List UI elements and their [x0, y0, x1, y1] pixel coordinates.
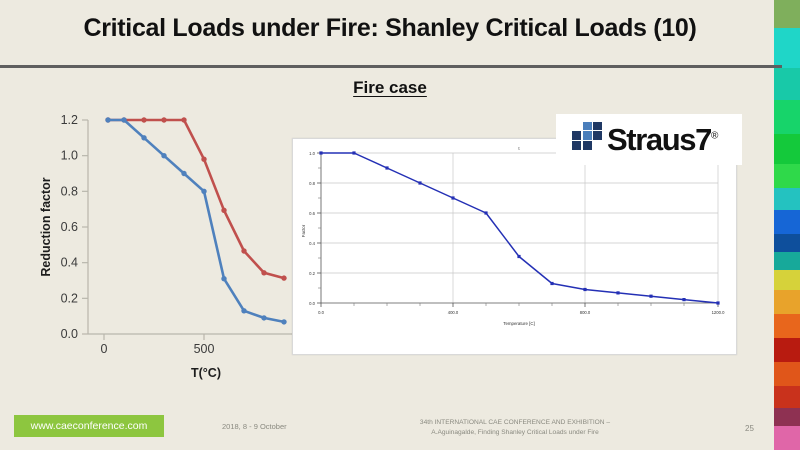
main-chart-ytick-2: 0.4 — [61, 256, 78, 270]
embedded-chart-ytick-4: 0.8 — [309, 181, 315, 186]
embedded-chart-xtick-0: 0.0 — [318, 310, 324, 315]
footer-conference-info: 34th INTERNATIONAL CAE CONFERENCE AND EX… — [360, 418, 670, 438]
footer-date: 2018, 8 - 9 October — [222, 422, 287, 431]
footer-conference-line-1: 34th INTERNATIONAL CAE CONFERENCE AND EX… — [419, 419, 611, 426]
embedded-chart-xtick-2: 800.0 — [580, 310, 591, 315]
registered-trademark-icon: ® — [710, 130, 719, 142]
embedded-chart-title: t — [518, 146, 520, 151]
main-chart-ytick-0: 0.0 — [61, 327, 78, 341]
decorative-color-strip — [774, 0, 800, 450]
slide-title: Critical Loads under Fire: Shanley Criti… — [0, 14, 780, 43]
straus7-wordmark: Straus7® — [607, 124, 718, 155]
main-chart-xtick-0: 0 — [101, 342, 108, 356]
main-chart-ytick-4: 0.8 — [61, 184, 78, 198]
embedded-chart-ytick-0: 0.0 — [309, 301, 315, 306]
page-title: Critical Loads under Fire: Shanley Criti… — [83, 14, 697, 42]
embedded-chart-x-axis-title: Temperature [C] — [503, 321, 534, 326]
straus7-grid-icon — [572, 122, 604, 157]
embedded-chart-xtick-1: 400.0 — [448, 310, 459, 315]
main-chart-y-axis-title: Reduction factor — [39, 177, 53, 276]
main-chart-xtick-1: 500 — [194, 342, 215, 356]
embedded-chart-series-factor — [319, 151, 720, 305]
subtitle-text: Fire case — [353, 78, 427, 97]
main-reduction-factor-chart: 0.0 0.2 0.4 0.6 0.8 1.0 1.2 0 500 Reduct… — [36, 112, 336, 387]
main-chart-y-ticks — [82, 119, 88, 335]
embedded-chart-xtick-3: 1200.0 — [712, 310, 725, 315]
main-chart-ytick-5: 1.0 — [61, 149, 78, 163]
main-chart-series-red — [105, 117, 287, 281]
slide-subtitle: Fire case — [0, 78, 780, 98]
embedded-chart-ytick-1: 0.2 — [309, 271, 315, 276]
embedded-chart-gridlines — [321, 152, 719, 303]
straus7-wordmark-text: Straus7 — [607, 122, 712, 157]
main-chart-ytick-6: 1.2 — [61, 113, 78, 127]
embedded-chart-x-minor-ticks — [320, 303, 719, 307]
main-chart-ytick-1: 0.2 — [61, 291, 78, 305]
embedded-chart-y-axis-title: Factor — [301, 224, 306, 237]
footer-conference-line-2: A.Aguinagalde, Finding Shanley Critical … — [431, 429, 599, 437]
embedded-straus7-chart: 0.0 0.2 0.4 0.6 0.8 1.0 0.0 400.0 800.0 … — [292, 138, 737, 355]
straus7-logo-card: Straus7® — [556, 114, 742, 165]
main-chart-ytick-3: 0.6 — [61, 220, 78, 234]
embedded-chart-ytick-3: 0.6 — [309, 211, 315, 216]
embedded-chart-ytick-2: 0.4 — [309, 241, 315, 246]
main-chart-series-blue — [105, 117, 287, 325]
footer-url-link[interactable]: www.caeconference.com — [30, 420, 148, 432]
title-divider — [0, 65, 782, 68]
footer-url-box[interactable]: www.caeconference.com — [14, 415, 164, 437]
footer-page-number: 25 — [745, 424, 754, 433]
embedded-chart-ytick-5: 1.0 — [309, 151, 315, 156]
main-chart-x-ticks — [103, 334, 305, 340]
main-chart-x-axis-title: T(°C) — [191, 366, 221, 380]
